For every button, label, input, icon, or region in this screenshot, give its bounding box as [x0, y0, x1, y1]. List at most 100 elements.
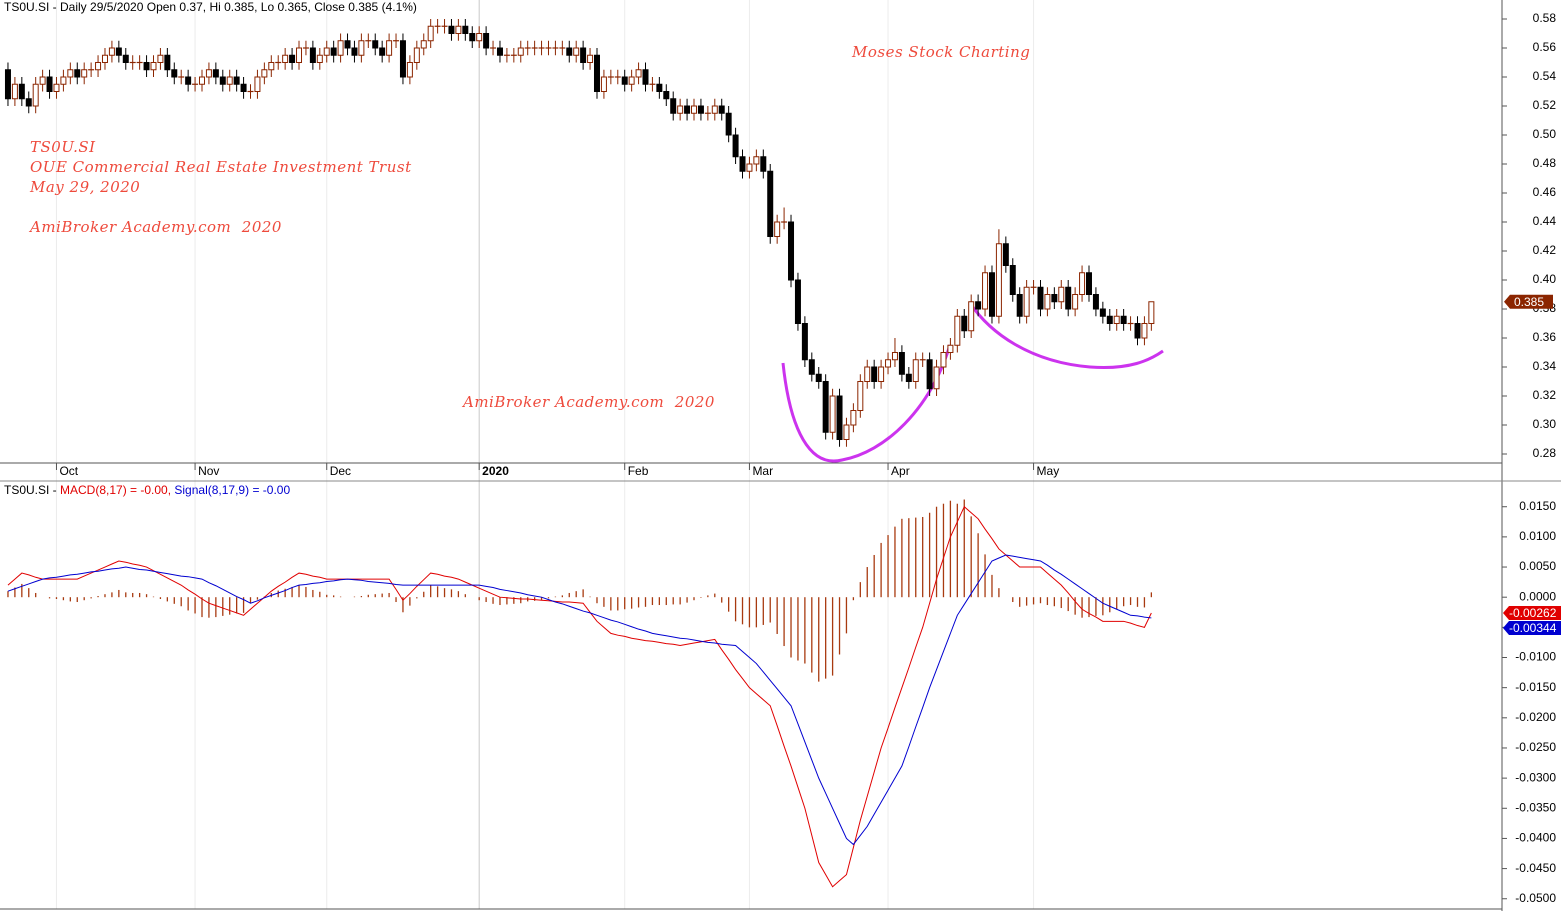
- candle-body: [108, 47, 115, 56]
- candle-body: [670, 98, 677, 114]
- candle-body: [150, 61, 157, 71]
- candle-body: [767, 170, 774, 238]
- candle-body: [372, 40, 379, 49]
- candle-body: [587, 54, 594, 63]
- candle-body: [864, 366, 871, 383]
- candle-body: [164, 54, 171, 71]
- candle-body: [101, 54, 108, 63]
- candle-body: [185, 76, 192, 85]
- candle-body: [995, 243, 1002, 317]
- candle-body: [1085, 272, 1092, 296]
- legend-entry: Signal(8,17,9) = -0.00: [174, 483, 290, 497]
- candle-body: [143, 61, 150, 71]
- candle-body: [1113, 315, 1120, 325]
- y-tick-label: 0.0150: [1519, 499, 1556, 513]
- candle-body: [968, 301, 975, 332]
- candle-body: [1023, 286, 1030, 317]
- candle-body: [282, 54, 289, 63]
- candle-body: [794, 279, 801, 325]
- candle-body: [399, 40, 406, 78]
- candle-body: [580, 47, 587, 63]
- candle-body: [330, 47, 337, 56]
- annotation: AmiBroker Academy.com 2020: [461, 393, 715, 411]
- series-line: [7, 554, 1152, 846]
- candle-body: [621, 76, 628, 85]
- candle-body: [46, 76, 53, 92]
- candle-body: [53, 83, 60, 92]
- candle-body: [1099, 308, 1106, 317]
- candle-body: [386, 40, 393, 56]
- candle-body: [898, 352, 905, 375]
- candle-body: [413, 47, 420, 63]
- candle-body: [739, 156, 746, 172]
- candle-body: [462, 25, 469, 34]
- candle-body: [496, 47, 503, 56]
- candle-body: [289, 54, 296, 63]
- candle-body: [573, 47, 580, 56]
- y-tick-label: 0.54: [1533, 69, 1557, 83]
- candle-body: [1016, 294, 1023, 317]
- candle-body: [988, 272, 995, 317]
- candle-body: [25, 98, 32, 107]
- candle-body: [1106, 315, 1113, 325]
- candle-body: [684, 105, 691, 114]
- candle-body: [593, 54, 600, 92]
- candle-body: [39, 76, 46, 85]
- legend-entry: MACD(8,17) = -0.00,: [60, 483, 174, 497]
- y-tick-label: 0.58: [1533, 11, 1557, 25]
- candle-body: [358, 40, 365, 56]
- candle-body: [309, 47, 316, 63]
- candle-body: [878, 366, 885, 383]
- candle-body: [420, 40, 427, 49]
- grid: [55, 0, 1035, 909]
- chart-title: TS0U.SI - Daily 29/5/2020 Open 0.37, Hi …: [4, 0, 417, 14]
- candle-body: [4, 69, 11, 100]
- y-tick-label: 0.46: [1533, 185, 1557, 199]
- candle-body: [788, 221, 795, 281]
- candle-body: [219, 76, 226, 85]
- candle-body: [67, 69, 74, 78]
- candle-body: [822, 381, 829, 433]
- candle-body: [677, 105, 684, 114]
- candle-body: [337, 40, 344, 56]
- y-tick-label: 0.28: [1533, 446, 1557, 460]
- candle-body: [912, 359, 919, 383]
- candle-body: [718, 105, 725, 114]
- y-tick-label: 0.32: [1533, 388, 1557, 402]
- x-tick-label: Feb: [628, 464, 649, 478]
- candle-body: [905, 373, 912, 383]
- candle-body: [600, 76, 607, 92]
- candle-body: [171, 69, 178, 78]
- y-tick-label: 0.52: [1533, 98, 1557, 112]
- candle-body: [815, 373, 822, 383]
- candle-body: [746, 163, 753, 172]
- x-tick-label: Oct: [59, 464, 78, 478]
- candle-body: [483, 32, 490, 49]
- last-value-label: -0.00262: [1509, 606, 1557, 620]
- annotation: May 29, 2020: [29, 178, 140, 196]
- annotation: OUE Commercial Real Estate Investment Tr…: [30, 158, 412, 176]
- candle-body: [1058, 286, 1065, 303]
- candle-body: [1072, 294, 1079, 310]
- candle-body: [122, 54, 129, 63]
- candle-body: [926, 359, 933, 390]
- y-tick-label: 0.0000: [1519, 589, 1556, 603]
- candle-body: [1120, 315, 1127, 325]
- y-tick-label: 0.40: [1533, 272, 1557, 286]
- annotation: AmiBroker Academy.com 2020: [28, 218, 282, 236]
- last-value-label: -0.00344: [1509, 621, 1557, 635]
- x-tick-label: May: [1037, 464, 1060, 478]
- macd-legend: TS0U.SI - MACD(8,17) = -0.00, Signal(8,1…: [4, 483, 290, 497]
- candle-body: [801, 323, 808, 361]
- cup-curve: [968, 302, 1164, 370]
- candle-body: [406, 61, 413, 78]
- candle-body: [975, 301, 982, 310]
- candle-body: [829, 395, 836, 433]
- candle-body: [455, 25, 462, 34]
- annotation: Moses Stock Charting: [851, 43, 1030, 61]
- candle-body: [1037, 286, 1044, 310]
- candle-body: [212, 69, 219, 78]
- candle-body: [448, 25, 455, 34]
- candle-body: [379, 47, 386, 56]
- x-tick-label: 2020: [482, 464, 509, 478]
